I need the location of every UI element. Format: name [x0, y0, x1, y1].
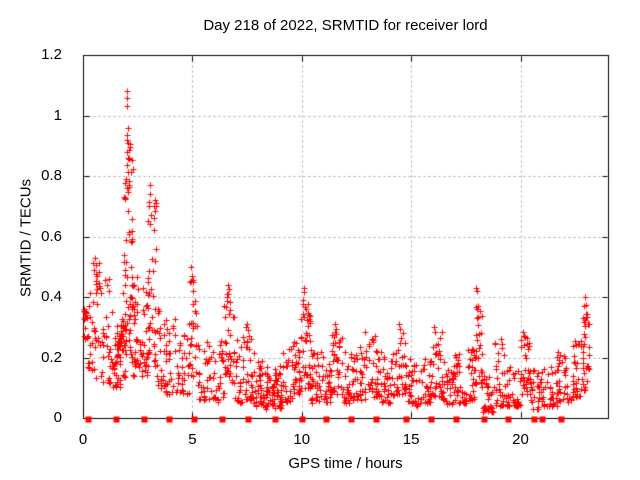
x-tick-label: 15	[402, 431, 420, 448]
x-tick-label: 10	[293, 431, 311, 448]
y-tick-label: 0.2	[41, 348, 62, 366]
y-tick-label: 0.4	[41, 288, 62, 305]
y-tick-label: 1.2	[41, 46, 62, 63]
y-axis-label: SRMTID / TECUs	[17, 178, 35, 298]
x-tick-label: 20	[512, 431, 529, 448]
chart-title: Day 218 of 2022, SRMTID for receiver lor…	[203, 17, 488, 34]
y-tick-label: 1	[53, 106, 62, 124]
x-tick-label: 5	[188, 431, 197, 448]
y-tick-label: 0.8	[41, 167, 62, 184]
x-tick-label: 0	[78, 431, 88, 448]
y-tick-label: 0	[53, 409, 62, 426]
x-axis-label: GPS time / hours	[288, 455, 403, 472]
y-tick-label: 0.6	[41, 227, 62, 245]
